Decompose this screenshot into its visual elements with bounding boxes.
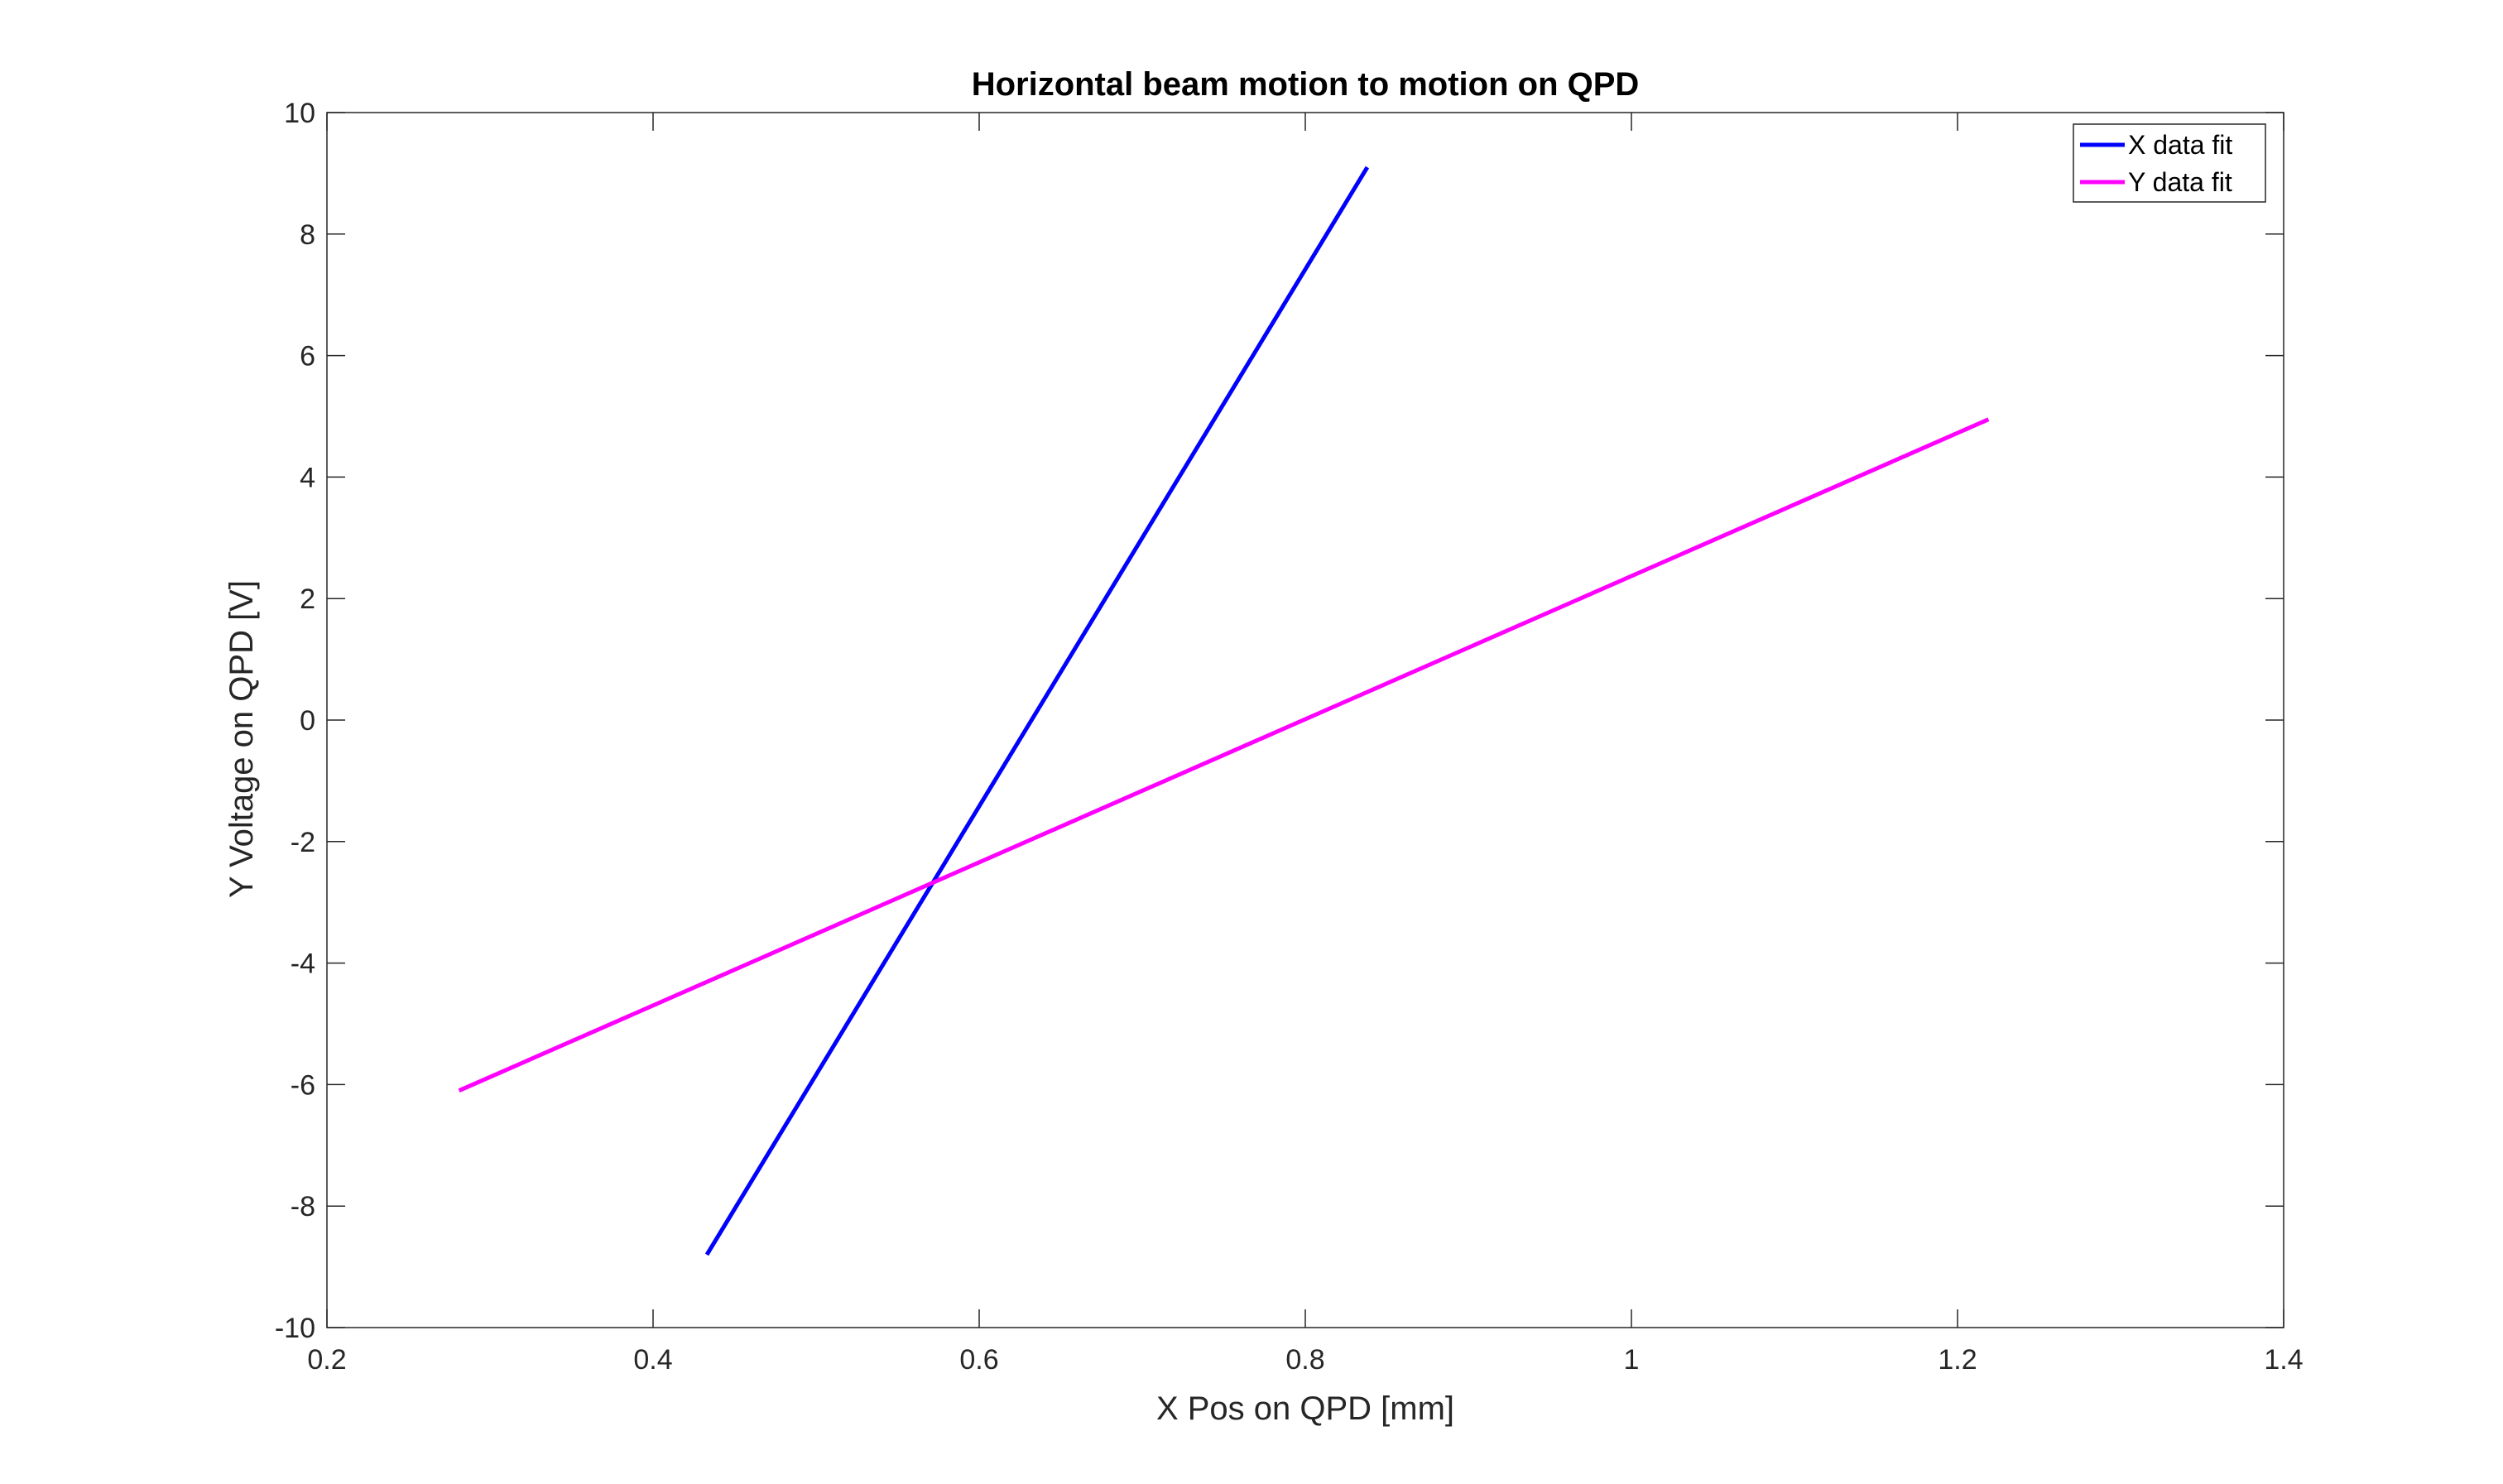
y-tick-label: 2: [300, 584, 315, 615]
series-line-2: [458, 417, 1990, 1093]
y-tick-label: 4: [300, 462, 315, 493]
legend-label: Y data fit: [2128, 167, 2232, 197]
series-layer: [458, 166, 1990, 1256]
legend-label: X data fit: [2128, 130, 2232, 160]
y-axis-label: Y Voltage on QPD [V]: [223, 580, 260, 898]
x-tick-label: 0.4: [633, 1344, 672, 1376]
y-tick-label: -6: [291, 1069, 315, 1101]
ticks-layer: 0.2 0.4 0.6 0.8 1 1.2 1.4 -10 -8 -6 -4 -2 0 2 4 6 8 10: [275, 98, 2304, 1376]
x-tick-label: 1.4: [2264, 1344, 2303, 1376]
x-tick-label: 0.2: [307, 1344, 346, 1376]
y-tick-label: 0: [300, 705, 315, 737]
legend: X data fit Y data fit: [2073, 123, 2266, 203]
y-tick-label: 8: [300, 219, 315, 251]
x-tick-label: 1: [1624, 1344, 1640, 1376]
x-axis-label: X Pos on QPD [mm]: [1156, 1390, 1454, 1427]
legend-box: [2073, 123, 2266, 203]
y-tick-label: 10: [284, 98, 315, 129]
y-tick-label: -4: [291, 949, 315, 980]
x-tick-label: 0.8: [1285, 1344, 1324, 1376]
y-tick-label: -2: [291, 827, 315, 858]
y-tick-label: -10: [275, 1313, 315, 1344]
x-tick-label: 1.2: [1938, 1344, 1977, 1376]
x-tick-label: 0.6: [959, 1344, 998, 1376]
y-tick-label: 6: [300, 341, 315, 372]
series-line-1: [704, 166, 1370, 1256]
y-tick-label: -8: [291, 1191, 315, 1222]
chart-title: Horizontal beam motion to motion on QPD: [972, 66, 1640, 103]
